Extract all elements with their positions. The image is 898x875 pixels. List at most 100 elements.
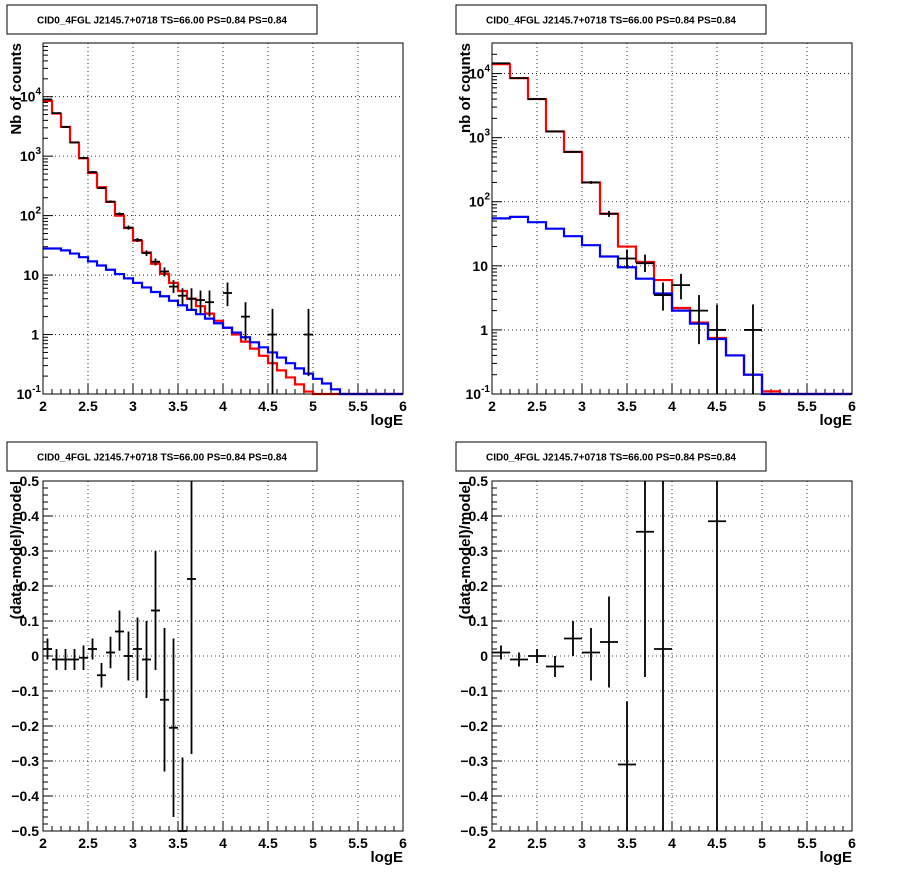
data-point	[61, 649, 70, 670]
y-tick-label: −0.2	[460, 718, 488, 734]
data-point	[708, 304, 726, 394]
y-axis-label: (data-model)/model	[8, 481, 25, 619]
data-point	[88, 171, 97, 174]
y-tick-exponent: 4	[484, 64, 490, 75]
x-tick-label: 2.5	[527, 835, 547, 851]
y-tick-label: 0.3	[469, 543, 489, 559]
y-tick-label: 103	[20, 146, 42, 164]
x-tick-label: 2.5	[78, 398, 98, 414]
data-point	[88, 638, 97, 660]
data-point	[178, 288, 187, 305]
x-tick-label: 2.5	[527, 398, 547, 414]
x-tick-label: 6	[399, 835, 407, 851]
y-tick-label: 10	[472, 258, 488, 274]
x-tick-label: 5.5	[797, 835, 817, 851]
data-point	[205, 290, 214, 317]
y-tick-label: −0.4	[460, 788, 488, 804]
data-point	[268, 308, 277, 394]
data-point	[564, 150, 582, 153]
y-tick-label: −0.1	[11, 683, 39, 699]
x-tick-label: 3.5	[168, 835, 188, 851]
data-point	[708, 481, 726, 831]
data-point	[133, 617, 142, 681]
x-axis-label: logE	[820, 412, 853, 429]
x-tick-label: 5.5	[348, 398, 368, 414]
x-tick-label: 5	[309, 835, 317, 851]
data-point	[106, 636, 115, 669]
data-point	[169, 280, 178, 293]
data-point	[618, 701, 636, 831]
y-tick-exponent: 2	[484, 192, 490, 203]
data-point	[600, 210, 618, 217]
y-tick-label: 0.3	[20, 543, 40, 559]
data-point	[546, 130, 564, 133]
data-point	[690, 295, 708, 345]
data-point	[43, 638, 52, 660]
y-tick-label: 1	[480, 322, 488, 338]
data-point	[79, 157, 88, 159]
y-tick-base: 10	[20, 89, 36, 105]
data-point	[304, 308, 313, 377]
data-point	[52, 649, 61, 670]
data-point	[600, 596, 618, 688]
data-point	[223, 282, 232, 307]
y-tick-label: −0.2	[11, 718, 39, 734]
y-tick-label: 0.1	[20, 613, 40, 629]
data-point	[196, 290, 205, 314]
y-tick-label: −0.3	[11, 753, 39, 769]
series-line-model_total	[43, 99, 403, 396]
x-axis-label: logE	[820, 849, 853, 866]
x-tick-label: 4.5	[707, 835, 727, 851]
y-tick-label: −0.4	[11, 788, 39, 804]
y-tick-label: 0.4	[469, 508, 489, 524]
y-tick-label: 10-1	[17, 384, 42, 402]
x-axis-label: logE	[371, 412, 404, 429]
y-tick-exponent: -1	[32, 384, 41, 395]
data-point	[151, 551, 160, 670]
x-tick-label: 2	[488, 398, 496, 414]
x-tick-label: 5	[758, 398, 766, 414]
x-tick-label: 3	[129, 835, 137, 851]
data-point	[564, 621, 582, 656]
data-point	[528, 649, 546, 663]
y-tick-label: 10-1	[466, 384, 491, 402]
chart-title: CID0_4FGL J2145.7+0718 TS=66.00 PS=0.84 …	[486, 16, 736, 27]
y-tick-label: 0.5	[469, 473, 489, 489]
y-tick-base: 10	[20, 148, 36, 164]
data-point	[636, 481, 654, 677]
title-box	[455, 4, 767, 35]
x-tick-label: 4.5	[258, 835, 278, 851]
y-tick-label: 0.4	[20, 508, 40, 524]
title-box	[6, 4, 318, 35]
data-point	[492, 645, 510, 660]
y-tick-label: −0.5	[460, 823, 488, 839]
x-tick-label: 6	[848, 398, 856, 414]
x-tick-label: 3.5	[617, 835, 637, 851]
chart-top-left: CID0_4FGL J2145.7+0718 TS=66.00 PS=0.84 …	[6, 4, 407, 429]
x-tick-label: 3.5	[617, 398, 637, 414]
data-point	[178, 757, 187, 832]
data-point	[133, 238, 142, 243]
y-tick-label: 0	[480, 648, 488, 664]
data-point	[43, 98, 52, 101]
y-tick-exponent: -1	[481, 384, 490, 395]
x-tick-label: 4.5	[258, 398, 278, 414]
x-tick-label: 4	[668, 835, 676, 851]
y-tick-exponent: 4	[35, 87, 41, 98]
y-tick-label: 1	[31, 327, 39, 343]
y-tick-label: 10	[23, 267, 39, 283]
data-point	[510, 652, 528, 667]
x-tick-label: 3.5	[168, 398, 188, 414]
y-axis-label: nb of counts	[457, 43, 474, 133]
y-tick-label: 0	[31, 648, 39, 664]
x-tick-label: 2	[488, 835, 496, 851]
data-point	[106, 200, 115, 203]
data-point	[510, 77, 528, 79]
data-point	[151, 258, 160, 266]
x-tick-label: 4	[219, 398, 227, 414]
data-point	[636, 254, 654, 273]
data-point	[672, 273, 690, 300]
y-tick-label: 0.2	[20, 578, 40, 594]
title-box	[6, 441, 318, 472]
x-tick-label: 3	[129, 398, 137, 414]
